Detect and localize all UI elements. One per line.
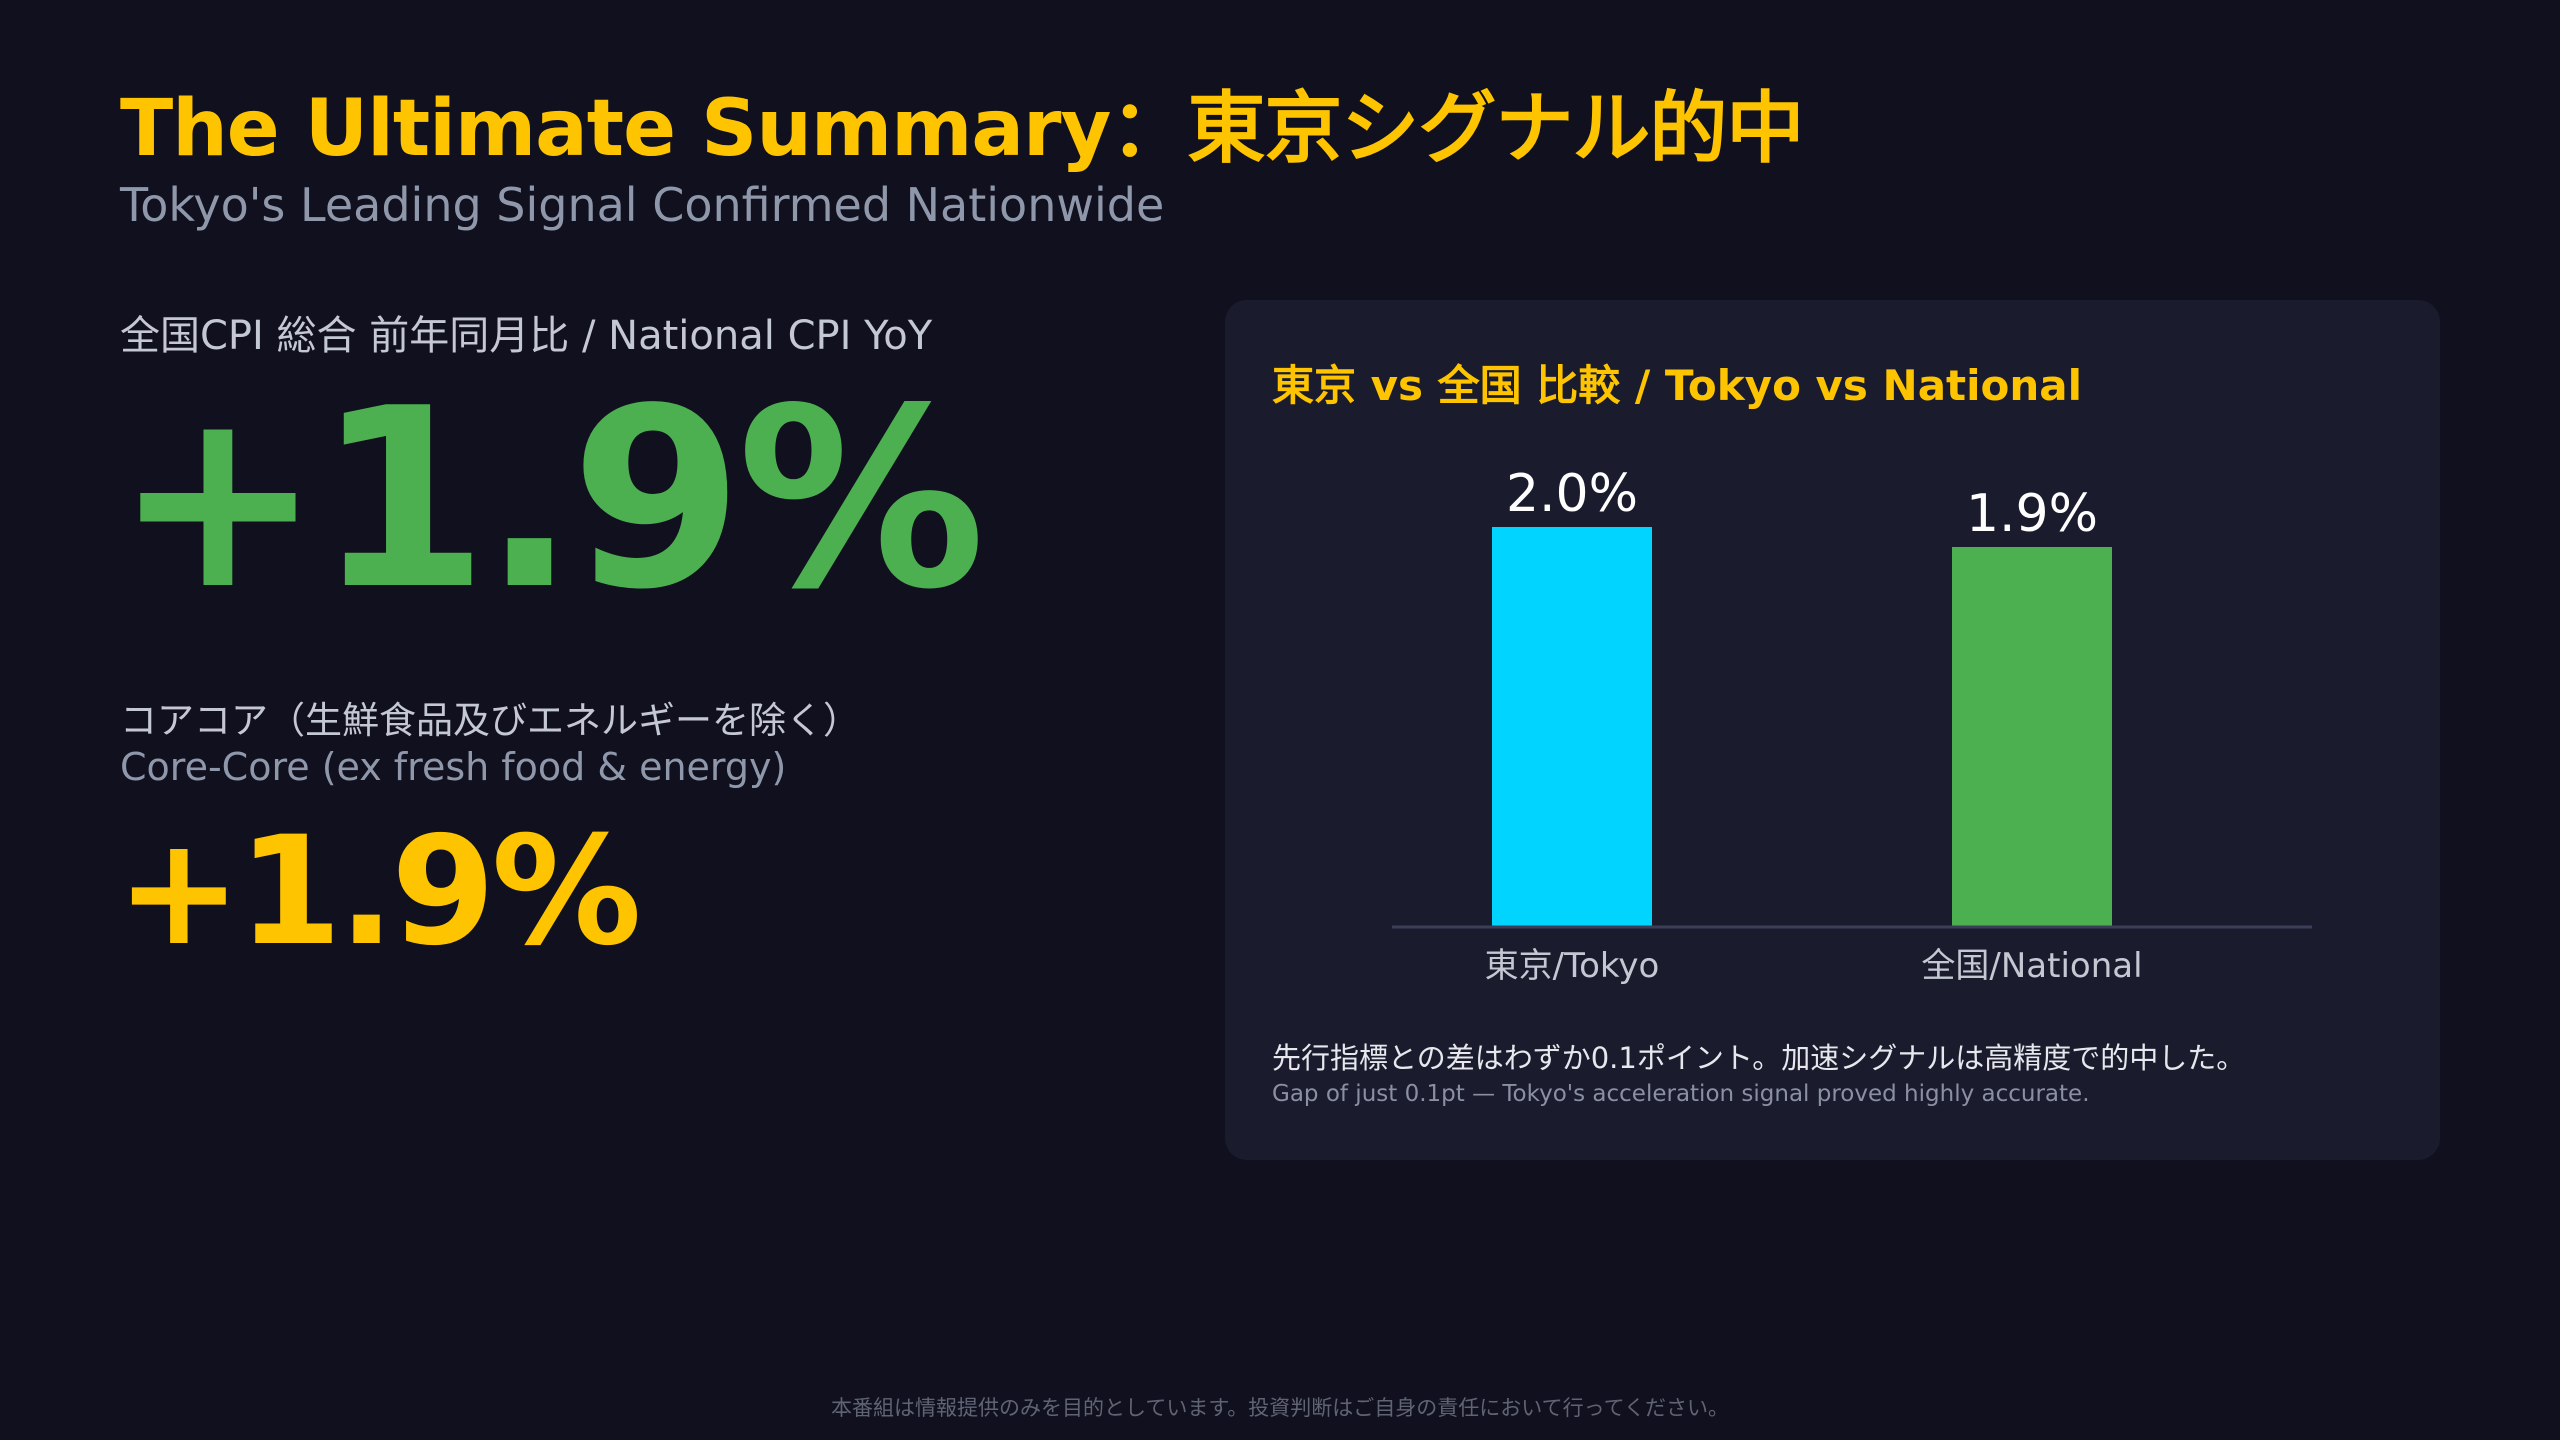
core-core-value: +1.9% bbox=[116, 805, 642, 979]
comparison-note-jp: 先行指標との差はわずか0.1ポイント。加速シグナルは高精度で的中した。 bbox=[1272, 1041, 2246, 1075]
national-cpi-label: 全国CPI 総合 前年同月比 / National CPI YoY bbox=[120, 313, 933, 359]
bar-value-label: 1.9% bbox=[1966, 484, 2098, 544]
core-core-label-jp: コアコア（生鮮食品及びエネルギーを除く） bbox=[120, 699, 860, 742]
comparison-card: 東京 vs 全国 比較 / Tokyo vs National 2.0% 東京/T… bbox=[1225, 300, 2440, 1160]
comparison-bar-chart: 2.0% 東京/Tokyo 1.9% 全国/National bbox=[1392, 464, 2312, 986]
bar-value-label: 2.0% bbox=[1506, 464, 1638, 524]
category-label: 東京/Tokyo bbox=[1485, 946, 1660, 986]
comparison-card-title: 東京 vs 全国 比較 / Tokyo vs National bbox=[1272, 361, 2082, 410]
core-core-label-en: Core-Core (ex fresh food & energy) bbox=[120, 745, 787, 789]
page-subtitle: Tokyo's Leading Signal Confirmed Nationw… bbox=[120, 178, 1165, 232]
disclaimer: 本番組は情報提供のみを目的としています。投資判断はご自身の責任において行ってくだ… bbox=[831, 1396, 1729, 1420]
bar-national bbox=[1952, 547, 2112, 927]
category-label: 全国/National bbox=[1921, 946, 2142, 986]
page-title: The Ultimate Summary：東京シグナル的中 bbox=[120, 84, 1804, 174]
bar-tokyo bbox=[1492, 527, 1652, 927]
national-cpi-value: +1.9% bbox=[114, 356, 986, 644]
comparison-note-en: Gap of just 0.1pt — Tokyo's acceleration… bbox=[1272, 1081, 2090, 1107]
